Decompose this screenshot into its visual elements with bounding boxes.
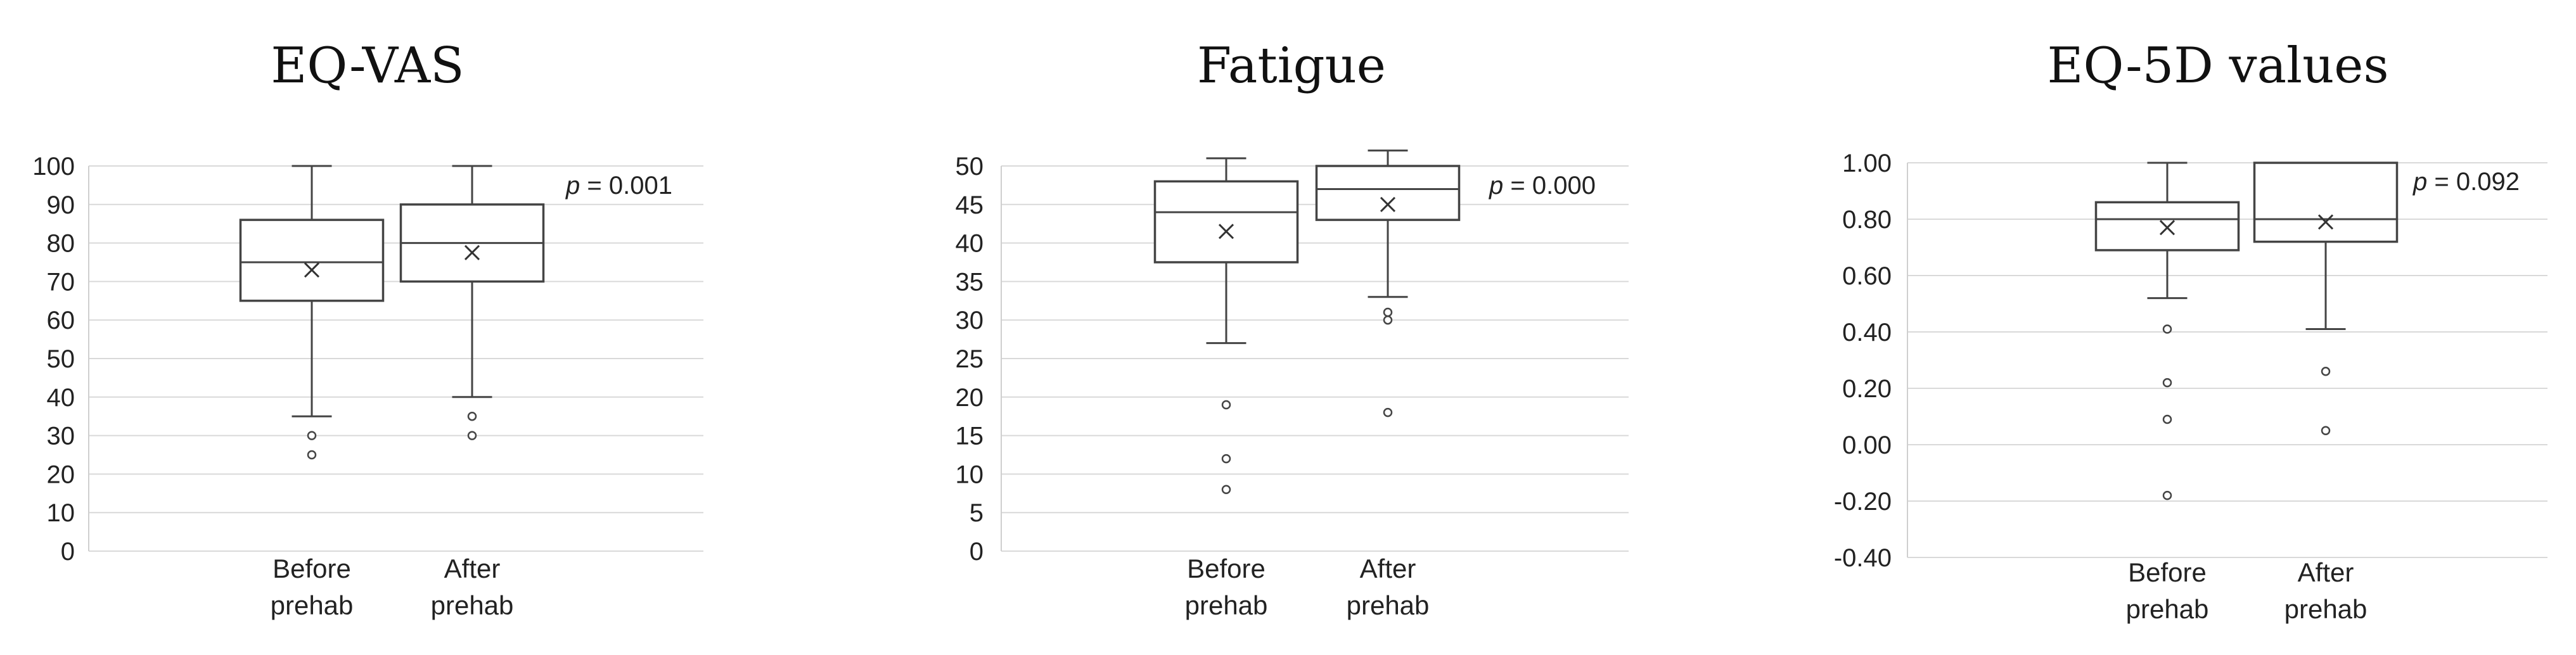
outlier-point: [2162, 324, 2172, 334]
y-tick-label: 0.80: [1842, 206, 1892, 234]
y-tick-label: 50: [47, 345, 75, 373]
y-tick-label: 60: [47, 307, 75, 334]
p-value-annotation: p = 0.001: [565, 172, 672, 200]
category-label: Before: [1187, 554, 1266, 583]
chart-title: EQ-5D values: [2047, 37, 2389, 94]
category-label: After: [2298, 557, 2354, 587]
y-tick-label: 30: [956, 307, 984, 334]
category-label: prehab: [2126, 594, 2209, 624]
outlier-point: [1383, 407, 1393, 417]
y-tick-label: 0.00: [1842, 431, 1892, 459]
p-value-annotation: p = 0.092: [2413, 168, 2520, 196]
chart-panel-3: EQ-5D values -0.40 -0.20 0.00 0.20 0.40 0.60 0.…: [1834, 37, 2547, 624]
box-plot-1: [2094, 162, 2240, 500]
mean-marker: [2317, 214, 2334, 230]
iqr-box: [2094, 201, 2240, 251]
mean-marker: [2159, 220, 2176, 236]
outlier-point: [307, 450, 317, 460]
outlier-point: [1383, 315, 1393, 325]
y-tick-label: 45: [956, 191, 984, 219]
category-label: prehab: [271, 590, 354, 620]
y-tick-label: 90: [47, 191, 75, 219]
y-tick-label: 30: [47, 423, 75, 450]
outlier-point: [467, 431, 477, 440]
iqr-box: [2253, 162, 2399, 243]
y-tick-label: 0.40: [1842, 319, 1892, 347]
y-tick-label: -0.20: [1834, 488, 1892, 516]
chart-panel-2: Fatigue 0 5 10 15 20 25 30 35 40 45 50 p = 0.000 Befo…: [956, 37, 1629, 620]
y-tick-label: 0.60: [1842, 262, 1892, 290]
box-plot-2: [399, 165, 545, 440]
iqr-box: [239, 219, 385, 302]
category-label: Before: [272, 554, 351, 583]
category-label: prehab: [431, 590, 514, 620]
mean-marker: [1218, 224, 1234, 239]
category-label: After: [444, 554, 501, 583]
outlier-point: [2162, 378, 2172, 388]
iqr-box: [1153, 180, 1299, 264]
category-label: Before: [2128, 557, 2207, 587]
y-tick-label: 0: [970, 538, 984, 566]
y-tick-label: -0.40: [1834, 544, 1892, 572]
y-tick-label: 15: [956, 423, 984, 450]
p-value: = 0.092: [2427, 168, 2520, 196]
chart-title: EQ-VAS: [271, 37, 464, 94]
p-symbol: p: [1489, 172, 1503, 200]
box-plot-2: [1315, 149, 1461, 417]
outlier-point: [2162, 414, 2172, 424]
p-symbol: p: [2413, 168, 2427, 196]
box-plot-2: [2253, 162, 2399, 435]
mean-marker: [1380, 196, 1396, 212]
chart-title: Fatigue: [1197, 37, 1386, 94]
y-tick-label: 50: [956, 153, 984, 181]
y-tick-label: 0: [61, 538, 75, 566]
y-tick-label: 40: [47, 384, 75, 412]
category-label: After: [1360, 554, 1416, 583]
category-label: prehab: [1185, 590, 1268, 620]
box-plot-1: [239, 165, 385, 460]
p-symbol: p: [565, 172, 580, 200]
y-tick-label: 20: [956, 384, 984, 412]
outlier-point: [2321, 426, 2331, 435]
outlier-point: [2321, 367, 2331, 376]
chart-panel-1: EQ-VAS 0 10 20 30 40 50 60 70 80 90 100 p = 0.001 Bef…: [32, 37, 703, 620]
y-tick-label: 20: [47, 461, 75, 488]
outlier-point: [1221, 485, 1231, 494]
y-tick-label: 10: [47, 499, 75, 527]
y-tick-label: 100: [32, 153, 75, 181]
p-value: = 0.001: [580, 172, 672, 200]
y-tick-label: 25: [956, 345, 984, 373]
outlier-point: [1221, 454, 1231, 464]
y-tick-label: 0.20: [1842, 375, 1892, 403]
box-plot-1: [1153, 157, 1299, 494]
mean-marker: [304, 262, 320, 278]
mean-marker: [464, 245, 480, 260]
y-tick-label: 40: [956, 230, 984, 258]
outlier-point: [307, 431, 317, 440]
outlier-point: [1221, 400, 1231, 410]
y-tick-label: 5: [970, 499, 984, 527]
iqr-box: [1315, 165, 1461, 221]
y-tick-label: 10: [956, 461, 984, 488]
y-tick-label: 1.00: [1842, 149, 1892, 177]
outlier-point: [1383, 307, 1393, 317]
y-tick-label: 70: [47, 268, 75, 296]
category-label: prehab: [1347, 590, 1430, 620]
outlier-point: [467, 411, 477, 421]
p-value-annotation: p = 0.000: [1489, 172, 1596, 200]
outlier-point: [2162, 490, 2172, 500]
y-tick-label: 80: [47, 230, 75, 258]
y-tick-label: 35: [956, 268, 984, 296]
p-value: = 0.000: [1503, 172, 1596, 200]
category-label: prehab: [2284, 594, 2368, 624]
